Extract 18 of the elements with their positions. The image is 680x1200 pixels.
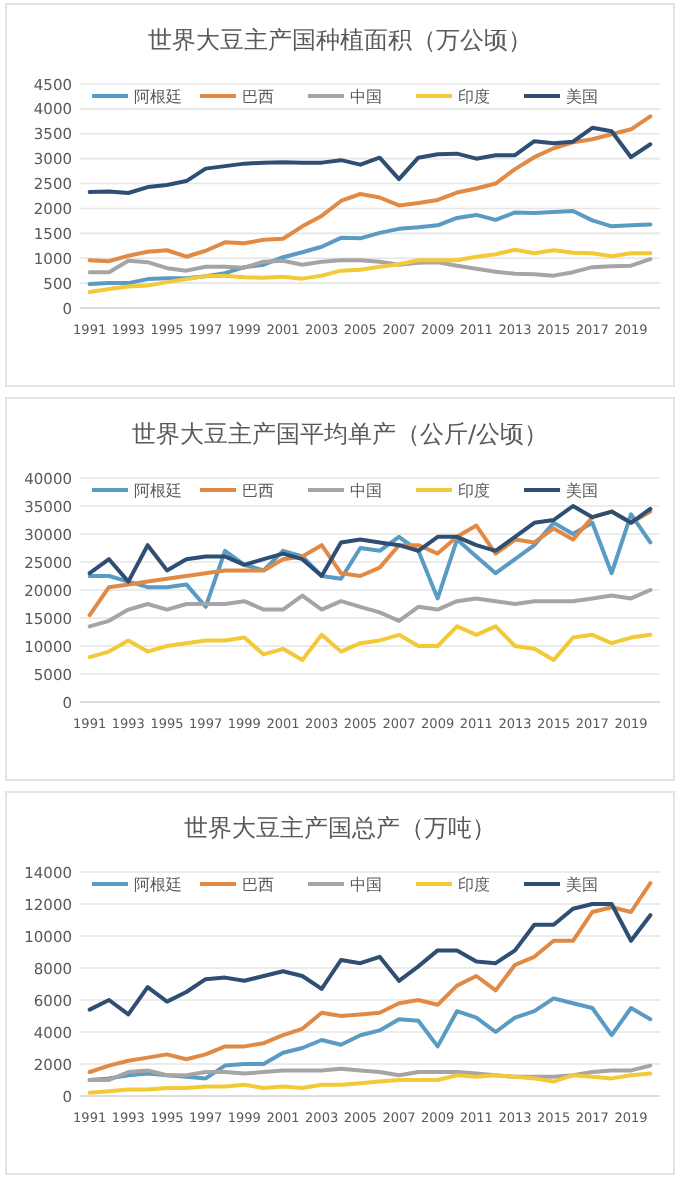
legend-label: 阿根廷 xyxy=(134,88,182,106)
legend-label: 美国 xyxy=(566,482,598,500)
chart-title: 世界大豆主产国平均单产（公斤/公顷） xyxy=(131,420,549,448)
legend-label: 中国 xyxy=(350,88,382,106)
legend-label: 印度 xyxy=(458,88,490,106)
chart-title: 世界大豆主产国种植面积（万公顷） xyxy=(148,26,532,54)
legend-label: 巴西 xyxy=(242,482,274,500)
chart-title: 世界大豆主产国总产（万吨） xyxy=(184,814,496,842)
legend-label: 中国 xyxy=(350,876,382,894)
legend-label: 阿根廷 xyxy=(134,482,182,500)
legend-label: 中国 xyxy=(350,482,382,500)
legend-label: 印度 xyxy=(458,482,490,500)
legend-label: 美国 xyxy=(566,876,598,894)
legend-label: 巴西 xyxy=(242,88,274,106)
legend-label: 美国 xyxy=(566,88,598,106)
legend-label: 巴西 xyxy=(242,876,274,894)
legend-label: 印度 xyxy=(458,876,490,894)
legend-label: 阿根廷 xyxy=(134,876,182,894)
